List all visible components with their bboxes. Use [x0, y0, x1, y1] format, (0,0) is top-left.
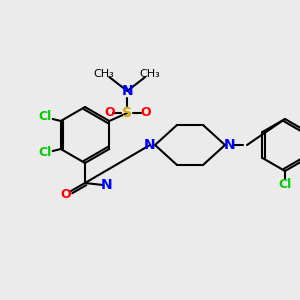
Text: Cl: Cl: [38, 146, 51, 160]
Text: N: N: [144, 138, 156, 152]
Text: Cl: Cl: [278, 178, 292, 191]
Text: O: O: [61, 188, 71, 202]
Text: CH₃: CH₃: [140, 69, 160, 79]
Text: Cl: Cl: [38, 110, 51, 124]
Text: CH₃: CH₃: [94, 69, 115, 79]
Text: N: N: [224, 138, 236, 152]
Text: N: N: [122, 84, 133, 98]
Text: O: O: [104, 106, 115, 119]
Text: S: S: [122, 106, 132, 120]
Text: O: O: [140, 106, 151, 119]
Text: N: N: [101, 178, 113, 192]
